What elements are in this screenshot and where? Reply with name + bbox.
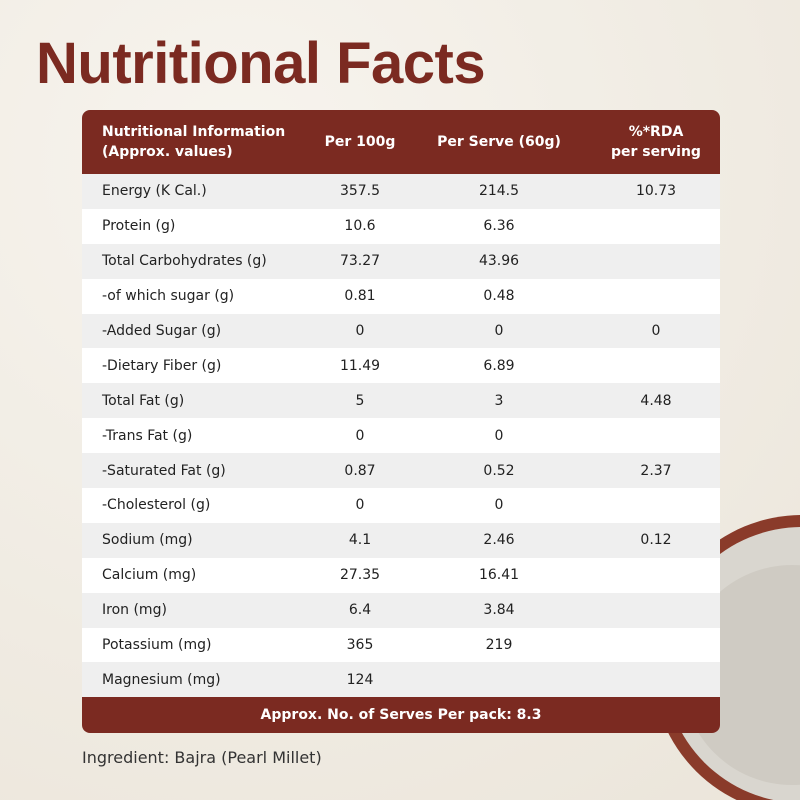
table-cell: 3 <box>494 392 504 409</box>
table-cell: 0 <box>355 497 365 514</box>
header-cell: Per Serve (60g) <box>406 132 592 152</box>
table-cell: 11.49 <box>339 357 381 374</box>
table-cell: 0 <box>494 427 504 444</box>
table-cell: 0.52 <box>483 462 515 479</box>
table-cell: 5 <box>355 392 365 409</box>
header-text: %*RDA <box>628 124 684 140</box>
ingredient: Ingredient: Bajra (Pearl Millet) <box>82 748 322 767</box>
table-cell: 3.84 <box>483 602 515 619</box>
header-cell: Per 100g <box>314 132 406 152</box>
table-cell: Total Fat (g) <box>102 392 185 409</box>
table-cell: 0.87 <box>344 462 376 479</box>
table-row: Calcium (mg) 27.35 16.41 <box>82 558 720 593</box>
table-cell: 4.1 <box>348 532 372 549</box>
table-row: -Saturated Fat (g) 0.87 0.52 2.37 <box>82 453 720 489</box>
table-cell: 4.48 <box>640 392 672 409</box>
table-row: Energy (K Cal.) 357.5 214.5 10.73 <box>82 174 720 209</box>
header-text: Nutritional Information <box>102 124 286 140</box>
nutrition-table: Nutritional Information (Approx. values) P… <box>82 110 720 734</box>
header-text: (Approx. values) <box>102 144 233 160</box>
table-cell: -Cholesterol (g) <box>102 497 211 514</box>
table-cell: -Dietary Fiber (g) <box>102 357 222 374</box>
table-cell: Calcium (mg) <box>102 567 197 584</box>
table-body: Energy (K Cal.) 357.5 214.5 10.73 Protein (g… <box>82 174 720 698</box>
header-cell: %*RDA per serving <box>592 122 720 162</box>
table-cell: Sodium (mg) <box>102 532 193 549</box>
table-cell: 2.37 <box>640 462 672 479</box>
table-cell: -Trans Fat (g) <box>102 427 193 444</box>
table-row: -of which sugar (g) 0.81 0.48 <box>82 279 720 314</box>
table-cell: 0 <box>355 427 365 444</box>
header-text: per serving <box>611 144 701 160</box>
table-row: Magnesium (mg) 124 <box>82 662 720 698</box>
table-cell: 0 <box>494 497 504 514</box>
table-header: Nutritional Information (Approx. values) P… <box>82 110 720 174</box>
table-cell: 365 <box>346 637 374 654</box>
table-cell: 0.48 <box>483 288 515 305</box>
table-row: Sodium (mg) 4.1 2.46 0.12 <box>82 522 720 558</box>
table-row: Iron (mg) 6.4 3.84 <box>82 592 720 628</box>
table-cell: 6.36 <box>483 218 515 235</box>
table-cell: 214.5 <box>478 183 520 200</box>
table-cell: 0.12 <box>640 532 672 549</box>
table-row: -Cholesterol (g) 0 0 <box>82 488 720 523</box>
table-row: Protein (g) 10.6 6.36 <box>82 209 720 244</box>
table-row: Total Carbohydrates (g) 73.27 43.96 <box>82 243 720 279</box>
table-cell: 124 <box>346 671 374 688</box>
table-cell: 0.81 <box>344 288 376 305</box>
table-cell: 10.6 <box>344 218 376 235</box>
header-text: Per Serve (60g) <box>437 134 561 150</box>
table-cell: -Saturated Fat (g) <box>102 462 226 479</box>
table-row: Total Fat (g) 5 3 4.48 <box>82 383 720 419</box>
table-cell: 2.46 <box>483 532 515 549</box>
table-cell: 27.35 <box>339 567 381 584</box>
table-cell: -of which sugar (g) <box>102 288 235 305</box>
table-footer: Approx. No. of Serves Per pack: 8.3 <box>82 697 720 734</box>
table-cell: Protein (g) <box>102 218 176 235</box>
table-row: Potassium (mg) 365 219 <box>82 628 720 663</box>
table-cell: Total Carbohydrates (g) <box>102 253 267 270</box>
table-cell: Potassium (mg) <box>102 637 212 654</box>
table-row: -Added Sugar (g) 0 0 0 <box>82 313 720 349</box>
table-cell: -Added Sugar (g) <box>102 323 222 339</box>
table-cell: 6.4 <box>348 602 372 619</box>
table-cell: Magnesium (mg) <box>102 671 221 688</box>
table-cell: Iron (mg) <box>102 602 167 619</box>
table-cell: 16.41 <box>478 567 520 584</box>
title: Nutritional Facts <box>36 31 486 96</box>
table-cell: 219 <box>485 637 513 654</box>
table-cell: Energy (K Cal.) <box>102 183 207 200</box>
table-row: -Trans Fat (g) 0 0 <box>82 418 720 453</box>
table-cell: 6.89 <box>483 357 515 374</box>
table-cell: 43.96 <box>478 253 520 270</box>
table-cell: 10.73 <box>635 183 677 200</box>
table-cell: 0 <box>651 323 661 339</box>
header-text: Per 100g <box>324 134 396 150</box>
table-cell: 0 <box>355 323 365 339</box>
table-row: -Dietary Fiber (g) 11.49 6.89 <box>82 348 720 383</box>
table-cell: 0 <box>494 323 504 339</box>
table-cell: 357.5 <box>339 183 381 200</box>
header-cell: Nutritional Information (Approx. values) <box>82 122 314 162</box>
table-cell: 73.27 <box>339 253 381 270</box>
